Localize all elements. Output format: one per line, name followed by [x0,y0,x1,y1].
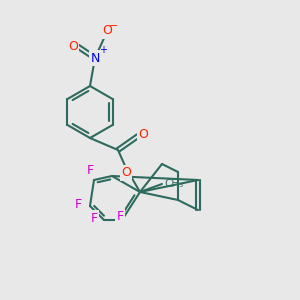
Text: −: − [109,21,119,31]
Text: O: O [121,167,131,179]
Text: F: F [86,164,94,176]
Text: F: F [74,197,82,211]
Text: F: F [90,212,98,224]
Text: O: O [138,128,148,140]
Text: O: O [68,40,78,52]
Text: CH₃: CH₃ [164,179,183,189]
Text: F: F [116,209,124,223]
Text: +: + [99,45,107,55]
Text: N: N [90,52,100,64]
Text: O: O [102,25,112,38]
